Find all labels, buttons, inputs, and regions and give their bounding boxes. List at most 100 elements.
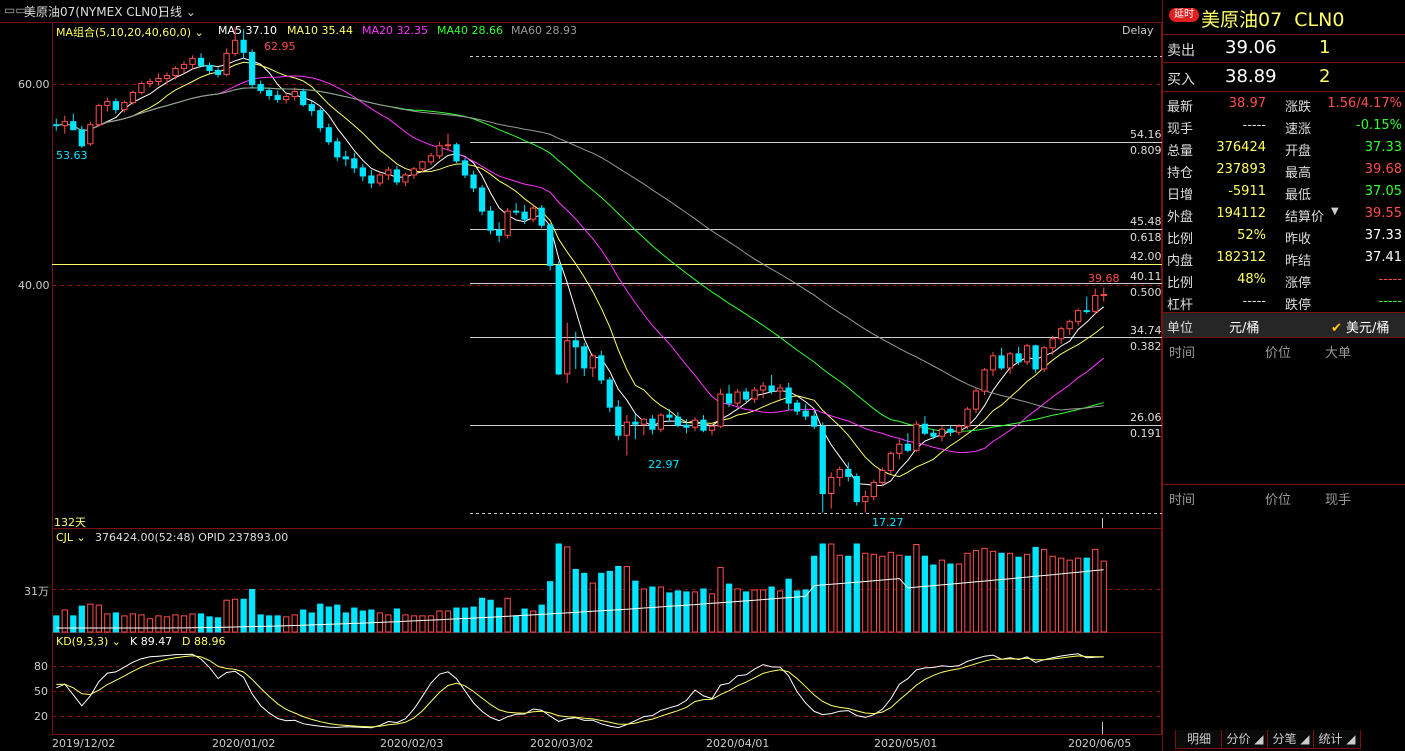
ma5-line [56, 57, 1105, 487]
quote-value: 38.97 [1228, 96, 1266, 111]
volume-bar [410, 615, 418, 633]
triangle-icon: ◢ [1346, 732, 1356, 746]
quote-label: 杠杆 [1167, 298, 1194, 313]
volume-bar [385, 614, 392, 633]
volume-bar [921, 555, 929, 633]
volume-bar [998, 552, 1005, 633]
quote-value: 39.68 [1364, 162, 1402, 177]
tab-details[interactable]: 明细 [1175, 730, 1223, 749]
candle-body [632, 421, 639, 425]
candle-body [512, 210, 520, 213]
candle-body [964, 408, 971, 427]
quote-value: -5911 [1228, 184, 1266, 199]
volume-bar [1015, 556, 1022, 633]
fib-ratio-label: 0.191 [1130, 427, 1162, 440]
volume-bar [283, 616, 290, 633]
quote-row: 持仓 237893 最高 39.68 [1163, 159, 1405, 181]
quote-value: ----- [1378, 272, 1402, 287]
quote-value: 37.33 [1364, 140, 1402, 155]
dropdown-icon[interactable]: ▼ [1331, 206, 1339, 217]
volume-bar [776, 590, 784, 633]
unit-option-usd[interactable]: ✔ 美元/桶 [1331, 321, 1390, 336]
quote-value: 37.05 [1364, 184, 1402, 199]
candle-body [547, 224, 554, 266]
volume-bar [623, 565, 630, 633]
volume-bar [683, 591, 690, 633]
candle-body [104, 101, 111, 107]
candle-body [649, 418, 656, 430]
x-tick: 2019/12/02 [52, 737, 116, 750]
volume-bar [393, 608, 401, 633]
volume-bar [300, 609, 307, 633]
kd-indicator-name[interactable]: KD(9,3,3) ⌄ [56, 635, 121, 648]
volume-bar [146, 618, 154, 633]
volume-bar [691, 591, 699, 633]
volume-bar [1040, 548, 1048, 633]
volume-bar [904, 555, 912, 633]
price-chart[interactable] [0, 0, 1162, 751]
volume-bar [1058, 557, 1065, 633]
trade-header-price: 价位 [1265, 346, 1292, 361]
tab-price-distribution[interactable]: 分价 ◢ [1221, 730, 1269, 749]
bid-price[interactable]: 38.89 [1225, 66, 1277, 87]
volume-bar [87, 603, 94, 633]
volume-bar [138, 614, 145, 633]
tab-tick-trades[interactable]: 分笔 ◢ [1267, 730, 1315, 749]
quote-row: 内盘 182312 昨结 37.41 [1163, 247, 1405, 269]
window-icon[interactable]: ▭▭ [4, 3, 27, 17]
x-tick: 2020/03/02 [530, 737, 594, 750]
ma60-value: MA60 28.93 [511, 24, 577, 37]
tab-statistics[interactable]: 统计 ◢ [1313, 730, 1361, 749]
quote-value: 237893 [1216, 162, 1266, 177]
candle-body [819, 425, 826, 495]
volume-bar [811, 555, 818, 633]
symbol-title[interactable]: 美原油07(NYMEX CLN0) [24, 5, 163, 19]
candle-body [78, 129, 85, 147]
volume-bar [291, 614, 298, 633]
candle-body [419, 161, 426, 170]
fib-price-label: 42.00 [1130, 250, 1162, 263]
candle-body [666, 414, 673, 418]
low-price-label-2: 17.27 [872, 516, 904, 529]
volume-bar [751, 589, 758, 633]
unit-option-yuan[interactable]: 元/桶 [1229, 321, 1260, 336]
candle-body [402, 174, 409, 183]
quote-label: 结算价 [1285, 210, 1325, 225]
volume-bar [197, 613, 205, 633]
candle-body [598, 355, 605, 381]
candle-body [231, 39, 239, 54]
candle-body [1049, 338, 1056, 349]
candle-body [870, 481, 877, 498]
candle-body [53, 124, 60, 127]
x-tick: 2020/05/01 [874, 737, 938, 750]
volume-bar [342, 612, 349, 633]
volume-bar [879, 555, 886, 633]
volume-bar [95, 604, 102, 633]
triangle-icon: ◢ [1254, 732, 1264, 746]
quote-label: 涨停 [1285, 276, 1312, 291]
candle-body [504, 210, 511, 236]
volume-bar [717, 566, 724, 633]
quote-label: 日增 [1167, 188, 1194, 203]
bid-volume: 2 [1319, 66, 1331, 87]
kd-d-value: D 88.96 [182, 635, 226, 648]
candle-body [751, 389, 758, 400]
ma20-line [56, 75, 1105, 454]
peak-price-label: 62.95 [264, 40, 296, 53]
volume-bar [334, 604, 341, 633]
quote-row: 比例 48% 涨停 ----- [1163, 269, 1405, 291]
volume-bar [478, 597, 486, 633]
volume-indicator-name[interactable]: CJL ⌄ [56, 531, 86, 544]
period-selector[interactable]: 日线 ⌄ [158, 3, 196, 20]
volume-bar [461, 607, 469, 633]
candle-body [376, 174, 384, 184]
volume-bar [155, 615, 162, 633]
candle-body [768, 385, 775, 392]
volume-bar [870, 553, 877, 633]
triangle-icon: ◢ [1300, 732, 1310, 746]
ask-price[interactable]: 39.06 [1225, 37, 1277, 58]
quote-label: 最新 [1167, 100, 1194, 115]
ma-indicator-name[interactable]: MA组合(5,10,20,40,60,0) ⌄ [56, 26, 204, 39]
candle-body [274, 95, 281, 101]
volume-bar [1092, 548, 1099, 633]
